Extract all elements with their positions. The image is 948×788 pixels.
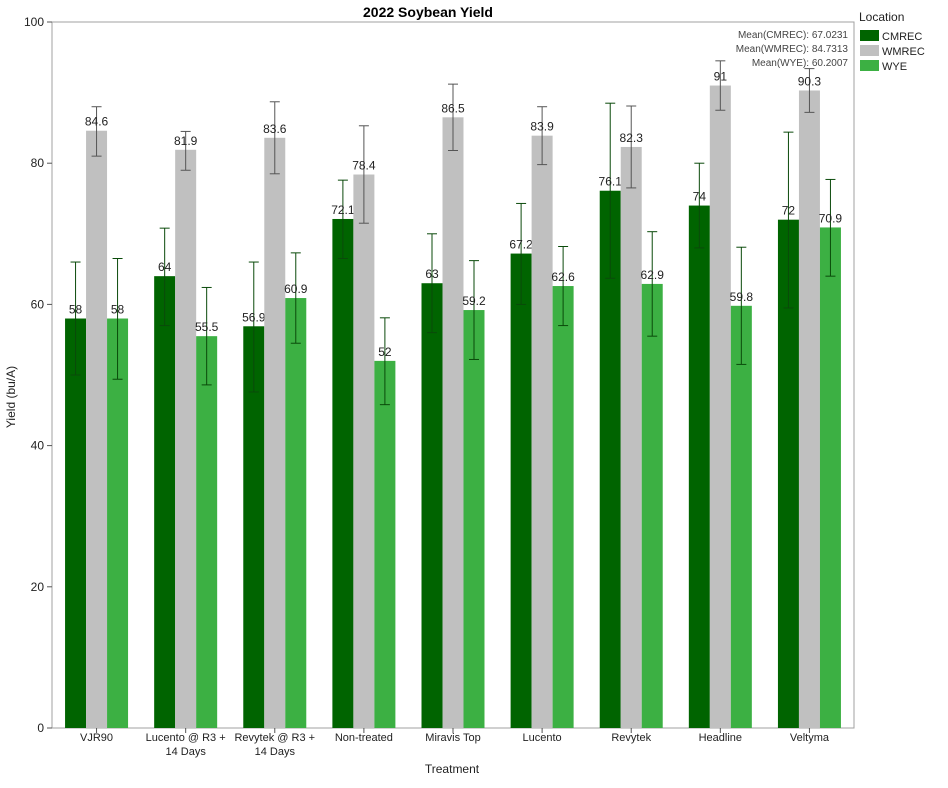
bar bbox=[442, 117, 464, 728]
legend: Location CMREC WMREC WYE bbox=[859, 10, 925, 73]
bar bbox=[599, 190, 621, 728]
bar bbox=[531, 135, 553, 728]
y-tick-label: 80 bbox=[31, 156, 45, 170]
bar bbox=[510, 253, 532, 728]
data-label: 90.3 bbox=[798, 74, 822, 88]
legend-swatch bbox=[860, 60, 879, 71]
bar bbox=[798, 90, 820, 729]
data-label: 72 bbox=[782, 204, 796, 218]
chart-title: 2022 Soybean Yield bbox=[363, 4, 493, 20]
mean-annotation: Mean(CMREC): 67.0231 bbox=[738, 30, 848, 41]
legend-label: WMREC bbox=[882, 46, 925, 58]
data-label: 63 bbox=[425, 267, 439, 281]
y-axis-label: Yield (bu/A) bbox=[4, 366, 18, 428]
bar bbox=[709, 85, 731, 729]
y-tick-label: 20 bbox=[31, 580, 45, 594]
data-label: 60.9 bbox=[284, 282, 308, 296]
x-tick-label: Revytek @ R3 + 14 Days bbox=[234, 732, 315, 758]
x-tick-label: VJR90 bbox=[80, 732, 113, 744]
x-tick-label-line: 14 Days bbox=[165, 746, 206, 758]
data-label: 58 bbox=[69, 303, 83, 317]
bar bbox=[264, 137, 286, 728]
bar bbox=[463, 310, 485, 728]
data-label: 56.9 bbox=[242, 310, 266, 324]
legend-label: WYE bbox=[882, 61, 907, 73]
data-label: 83.9 bbox=[530, 120, 554, 134]
bar bbox=[374, 360, 396, 728]
x-tick-label: Lucento @ R3 + 14 Days bbox=[146, 732, 226, 758]
bar bbox=[175, 149, 197, 728]
plot-area: 0 20 40 60 80 100 VJR90 58 84.6 58 Lucento @ R3 + 1… bbox=[24, 15, 855, 758]
mean-annotation: Mean(WYE): 60.2007 bbox=[752, 58, 849, 69]
x-tick-label: Headline bbox=[699, 732, 742, 744]
data-label: 83.6 bbox=[263, 122, 287, 136]
x-tick-label-line: Lucento @ R3 + bbox=[146, 732, 226, 744]
x-tick-label-line: VJR90 bbox=[80, 732, 113, 744]
x-tick-label-line: Revytek @ R3 + bbox=[234, 732, 315, 744]
bar bbox=[285, 298, 307, 728]
data-label: 81.9 bbox=[174, 134, 198, 148]
y-tick-label: 100 bbox=[24, 15, 44, 29]
x-tick-label: Miravis Top bbox=[425, 732, 480, 744]
data-label: 76.1 bbox=[599, 175, 623, 189]
x-tick-label: Veltyma bbox=[790, 732, 830, 744]
data-label: 52 bbox=[378, 345, 392, 359]
data-label: 72.1 bbox=[331, 203, 355, 217]
data-label: 64 bbox=[158, 260, 172, 274]
bar bbox=[641, 283, 663, 728]
bar bbox=[819, 227, 841, 729]
bar bbox=[154, 276, 176, 728]
bar bbox=[65, 318, 87, 728]
data-label: 59.8 bbox=[730, 290, 754, 304]
data-label: 62.6 bbox=[551, 270, 575, 284]
data-label: 59.2 bbox=[462, 294, 486, 308]
data-label: 58 bbox=[111, 303, 125, 317]
data-label: 91 bbox=[714, 70, 728, 84]
data-label: 67.2 bbox=[509, 238, 533, 252]
x-tick-label: Non-treated bbox=[335, 732, 393, 744]
y-tick-label: 0 bbox=[37, 721, 44, 735]
y-tick-label: 40 bbox=[31, 439, 45, 453]
legend-label: CMREC bbox=[882, 31, 922, 43]
x-tick-label-line: Revytek bbox=[611, 732, 651, 744]
x-tick-label-line: Veltyma bbox=[790, 732, 830, 744]
data-label: 70.9 bbox=[819, 211, 843, 225]
bar bbox=[196, 336, 218, 728]
bar bbox=[353, 174, 375, 729]
bar bbox=[620, 146, 642, 728]
bar bbox=[552, 286, 574, 728]
data-label: 78.4 bbox=[352, 158, 376, 172]
y-tick-label: 60 bbox=[31, 297, 45, 311]
x-tick-label: Lucento bbox=[523, 732, 562, 744]
legend-swatch bbox=[860, 30, 879, 41]
x-tick-label-line: Lucento bbox=[523, 732, 562, 744]
x-tick-label-line: 14 Days bbox=[255, 746, 296, 758]
data-label: 82.3 bbox=[620, 131, 644, 145]
bar bbox=[332, 218, 354, 728]
data-label: 55.5 bbox=[195, 320, 219, 334]
bar bbox=[421, 283, 443, 728]
bar bbox=[243, 326, 265, 728]
bar bbox=[107, 318, 129, 728]
bar bbox=[688, 205, 710, 728]
x-axis-label: Treatment bbox=[425, 762, 480, 776]
bar bbox=[86, 130, 108, 728]
data-label: 86.5 bbox=[441, 101, 465, 115]
data-label: 62.9 bbox=[641, 268, 665, 282]
x-tick-label-line: Miravis Top bbox=[425, 732, 480, 744]
data-label: 74 bbox=[693, 190, 707, 204]
bar bbox=[730, 305, 752, 728]
legend-swatch bbox=[860, 45, 879, 56]
x-tick-label-line: Non-treated bbox=[335, 732, 393, 744]
x-tick-label-line: Headline bbox=[699, 732, 742, 744]
data-label: 84.6 bbox=[85, 115, 109, 129]
legend-title: Location bbox=[859, 10, 904, 24]
mean-annotation: Mean(WMREC): 84.7313 bbox=[736, 44, 849, 55]
x-tick-label: Revytek bbox=[611, 732, 651, 744]
bar bbox=[777, 219, 799, 728]
